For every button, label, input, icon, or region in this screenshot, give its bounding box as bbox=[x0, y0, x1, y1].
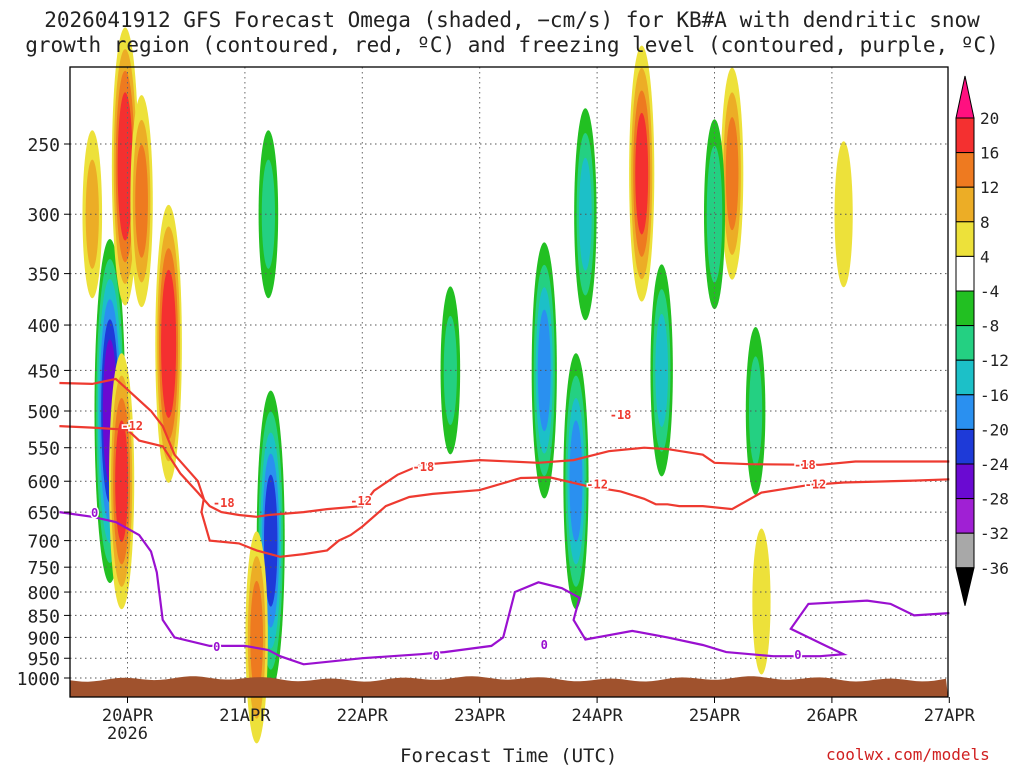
colorbar-tick-label-11: -28 bbox=[980, 490, 1009, 509]
axis-labels-layer: 2503003504004505005506006507007508008509… bbox=[17, 135, 976, 744]
colorbar-cell-9 bbox=[955, 394, 975, 430]
omega-blob-7-level-1 bbox=[261, 159, 275, 269]
y-tick-label-900: 900 bbox=[27, 628, 60, 649]
x-tick-label-24APR: 24APR bbox=[572, 706, 624, 726]
omega-blob-13-level-3 bbox=[635, 112, 649, 235]
omega-blob-8-level-2 bbox=[250, 580, 263, 694]
terrain-band bbox=[70, 676, 948, 697]
colorbar-cell-5 bbox=[955, 255, 975, 292]
y-tick-label-400: 400 bbox=[27, 316, 60, 337]
snow-growth-contour-0 bbox=[59, 425, 950, 518]
colorbar-tick-label-9: -20 bbox=[980, 420, 1009, 439]
colorbar-bottom-arrow bbox=[955, 567, 975, 606]
x-tick-label-25APR: 25APR bbox=[689, 706, 741, 726]
y-tick-label-700: 700 bbox=[27, 532, 60, 553]
x-tick-label-23APR: 23APR bbox=[454, 706, 506, 726]
colorbar: 20 16 12 8 4 -4 -8 -12 -16 -20 -24 -28 -32 -36 bbox=[955, 75, 1009, 606]
colorbar-cell-8 bbox=[955, 359, 975, 396]
y-tick-label-350: 350 bbox=[27, 265, 60, 286]
x-tick-label-22APR: 22APR bbox=[337, 706, 389, 726]
omega-blob-19-level-0 bbox=[834, 141, 853, 288]
colorbar-tick-label-5: -4 bbox=[980, 282, 999, 301]
omega-blob-18-level-1 bbox=[706, 145, 723, 283]
plot-frame-layer bbox=[69, 66, 949, 698]
omega-blob-3-level-3 bbox=[161, 269, 177, 418]
colorbar-tick-label-8: -16 bbox=[980, 386, 1009, 405]
omega-blob-2-level-3 bbox=[117, 92, 133, 241]
colorbar-cell-11 bbox=[955, 463, 975, 500]
terrain-layer bbox=[70, 676, 948, 697]
colorbar-cell-4 bbox=[955, 221, 975, 257]
omega-blob-17-level-0 bbox=[752, 528, 771, 675]
colorbar-tick-label-1: 16 bbox=[980, 144, 999, 163]
x-axis-title: Forecast Time (UTC) bbox=[400, 745, 618, 767]
y-tick-label-1000: 1000 bbox=[17, 669, 60, 690]
credit-link[interactable]: coolwx.com/models bbox=[826, 745, 990, 764]
x-year-label: 2026 bbox=[107, 724, 148, 744]
colorbar-tick-label-10: -24 bbox=[980, 455, 1009, 474]
y-tick-label-950: 950 bbox=[27, 649, 60, 670]
contour-label-6: -18 bbox=[794, 458, 816, 472]
colorbar-cell-3 bbox=[955, 186, 975, 223]
omega-shading-layer bbox=[82, 27, 853, 744]
contour-layer: -12 -18 -18 -12 -12 -18 -18 -12 0 0 0 0 0 bbox=[59, 377, 950, 666]
freezing-level-contour-0 bbox=[59, 511, 950, 666]
colorbar-tick-label-7: -12 bbox=[980, 351, 1009, 370]
contour-label-2: -18 bbox=[413, 460, 435, 474]
y-tick-label-500: 500 bbox=[27, 402, 60, 423]
colorbar-tick-label-6: -8 bbox=[980, 317, 999, 336]
contour-label-5: -18 bbox=[610, 408, 632, 422]
colorbar-tick-label-3: 8 bbox=[980, 213, 990, 232]
y-tick-label-850: 850 bbox=[27, 606, 60, 627]
colorbar-cell-6 bbox=[955, 290, 975, 327]
y-tick-label-550: 550 bbox=[27, 439, 60, 460]
contour-label-1: -18 bbox=[213, 496, 235, 510]
omega-blob-1-level-3 bbox=[115, 420, 129, 543]
x-tick-label-21APR: 21APR bbox=[219, 706, 271, 726]
omega-blob-10-level-3 bbox=[537, 309, 551, 432]
omega-blob-4-level-2 bbox=[135, 144, 148, 258]
plot-frame bbox=[69, 66, 949, 698]
colorbar-cell-7 bbox=[955, 325, 975, 361]
contour-label-0: -12 bbox=[121, 419, 143, 433]
y-tick-label-600: 600 bbox=[27, 472, 60, 493]
y-tick-label-450: 450 bbox=[27, 361, 60, 382]
omega-blob-5-level-1 bbox=[85, 159, 99, 269]
colorbar-tick-label-4: 4 bbox=[980, 247, 990, 266]
colorbar-tick-label-2: 12 bbox=[980, 178, 999, 197]
contour-label-10: 0 bbox=[433, 649, 440, 663]
y-tick-label-250: 250 bbox=[27, 135, 60, 156]
y-tick-label-300: 300 bbox=[27, 205, 60, 226]
x-tick-label-26APR: 26APR bbox=[806, 706, 858, 726]
colorbar-cell-10 bbox=[955, 428, 975, 465]
chart-title-line-1: 2026041912 GFS Forecast Omega (shaded, −… bbox=[44, 8, 980, 32]
chart-title-line-2: growth region (contoured, red, ºC) and f… bbox=[25, 33, 999, 57]
contour-label-11: 0 bbox=[541, 638, 548, 652]
y-tick-label-750: 750 bbox=[27, 558, 60, 579]
colorbar-tick-label-12: -32 bbox=[980, 524, 1009, 543]
snow-growth-contour-1 bbox=[59, 377, 950, 558]
x-tick-label-20APR: 20APR bbox=[102, 706, 154, 726]
colorbar-cell-1 bbox=[955, 117, 975, 154]
contour-label-4: -12 bbox=[586, 477, 608, 491]
y-tick-label-800: 800 bbox=[27, 583, 60, 604]
x-tick-label-27APR: 27APR bbox=[924, 706, 976, 726]
colorbar-cell-13 bbox=[955, 532, 975, 569]
colorbar-cell-2 bbox=[955, 152, 975, 188]
contour-label-8: 0 bbox=[91, 506, 98, 520]
contour-label-12: 0 bbox=[794, 648, 801, 662]
colorbar-cell-12 bbox=[955, 498, 975, 534]
colorbar-tick-label-13: -36 bbox=[980, 559, 1009, 578]
contour-label-3: -12 bbox=[350, 494, 372, 508]
y-tick-label-650: 650 bbox=[27, 503, 60, 524]
contour-label-9: 0 bbox=[213, 640, 220, 654]
omega-blob-15-level-2 bbox=[725, 117, 739, 231]
contour-label-7: -12 bbox=[805, 477, 827, 491]
colorbar-tick-label-0: 20 bbox=[980, 109, 999, 128]
omega-blob-14-level-2 bbox=[655, 313, 669, 427]
